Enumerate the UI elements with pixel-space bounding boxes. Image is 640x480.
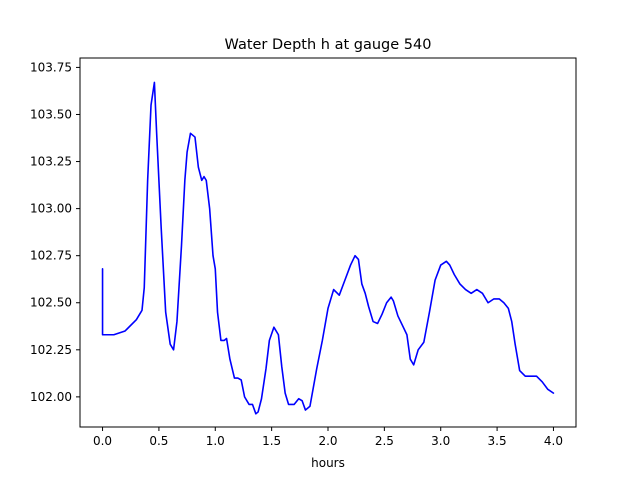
x-tick-label: 2.0 [318,434,337,448]
x-tick-label: 3.0 [431,434,450,448]
x-tick-label: 0.0 [93,434,112,448]
x-tick-label: 2.5 [375,434,394,448]
y-tick-label: 103.50 [30,107,72,121]
x-axis-ticks: 0.0 0.5 1.0 1.5 2.0 2.5 3.0 3.5 4.0 [93,427,563,448]
y-tick-label: 103.25 [30,155,72,169]
series-line-0 [101,81,555,415]
y-axis-ticks: 102.00 102.25 102.50 102.75 103.00 103.25 103.… [30,60,80,404]
y-tick-label: 103.00 [30,202,72,216]
x-tick-label: 1.0 [206,434,225,448]
x-tick-label: 4.0 [544,434,563,448]
y-tick-label: 102.00 [30,390,72,404]
x-tick-label: 0.5 [149,434,168,448]
y-tick-label: 102.50 [30,296,72,310]
plot-area [79,57,577,428]
x-tick-label: 3.5 [488,434,507,448]
x-tick-label: 1.5 [262,434,281,448]
y-tick-label: 103.75 [30,60,72,74]
y-tick-label: 102.75 [30,249,72,263]
y-tick-label: 102.25 [30,343,72,357]
chart-title: Water Depth h at gauge 540 [225,37,432,53]
axes-frame [79,57,577,428]
x-axis-label: hours [311,456,345,470]
